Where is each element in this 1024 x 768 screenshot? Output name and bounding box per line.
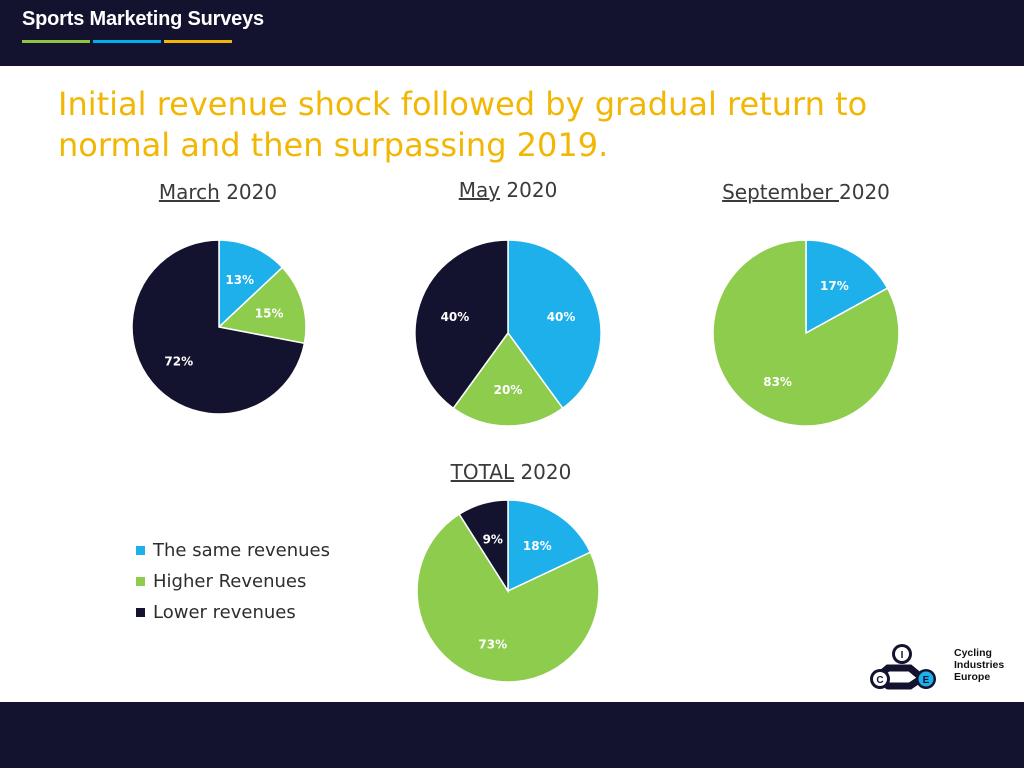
pie-title-september: September 2020 xyxy=(686,180,926,204)
cie-logo-line-1: Cycling xyxy=(954,647,992,659)
pie-chart-may-slice-lower-revenues xyxy=(414,239,509,410)
pie-chart-total-label-higher-revenues: 73% xyxy=(478,637,507,651)
pie-chart-may-label-higher-revenues: 20% xyxy=(494,383,523,397)
brand-stripe-yellow xyxy=(164,40,232,43)
pie-chart-march: 13% 15% 72% xyxy=(131,239,307,415)
pie-chart-september-slice-the-same-revenues xyxy=(805,239,889,335)
pie-title-march: March 2020 xyxy=(98,180,338,204)
pie-title-may-year: 2020 xyxy=(500,178,558,202)
chart-legend: The same revenues Higher Revenues Lower … xyxy=(136,535,330,628)
legend-label-lower: Lower revenues xyxy=(153,602,296,623)
legend-swatch-same xyxy=(136,546,145,555)
pie-title-may-month: May xyxy=(458,178,501,202)
pie-chart-september-label-the-same-revenues: 17% xyxy=(820,279,849,293)
legend-label-higher: Higher Revenues xyxy=(153,571,307,592)
pie-chart-september: 17% 83% xyxy=(712,239,900,427)
cie-logo-line-2: Industries xyxy=(954,659,1005,671)
pie-title-march-year: 2020 xyxy=(219,180,278,204)
cie-logo-text: Cycling Industries Europe xyxy=(954,647,1004,683)
pie-chart-september-slice-higher-revenues xyxy=(712,239,900,427)
pie-title-may: May 2020 xyxy=(388,178,628,202)
headline-line-1: Initial revenue shock followed by gradua… xyxy=(58,85,868,123)
pie-chart-march-slice-higher-revenues xyxy=(217,266,307,345)
pie-title-total: TOTAL 2020 xyxy=(391,460,631,484)
legend-label-same: The same revenues xyxy=(153,540,331,561)
pie-chart-may-slice-higher-revenues xyxy=(452,331,564,427)
slide-headline: Initial revenue shock followed by gradua… xyxy=(58,84,958,166)
pie-chart-may: 40% 20% 40% xyxy=(414,239,602,427)
header-bar: Sports Marketing Surveys xyxy=(0,0,1024,66)
pie-chart-total-label-lower-revenues: 9% xyxy=(483,533,503,547)
brand-stripe-green xyxy=(22,40,90,43)
pie-chart-march-slice-lower-revenues xyxy=(131,239,306,415)
headline-line-2: normal and then surpassing 2019. xyxy=(58,126,609,164)
pie-chart-march-label-higher-revenues: 15% xyxy=(255,306,284,320)
pie-chart-september-label-higher-revenues: 83% xyxy=(763,375,792,389)
brand-stripe-blue xyxy=(93,40,161,43)
pie-chart-total-slice-lower-revenues xyxy=(458,499,509,594)
footer-bar xyxy=(0,702,1024,768)
pie-title-total-year: 2020 xyxy=(514,460,572,484)
pie-chart-may-slice-the-same-revenues xyxy=(507,239,602,410)
pie-title-september-month: September xyxy=(722,180,839,204)
cie-letter-e: E xyxy=(923,675,930,686)
legend-swatch-higher xyxy=(136,577,145,586)
pie-chart-may-label-the-same-revenues: 40% xyxy=(547,310,576,324)
pie-chart-total: 18% 73% 9% xyxy=(416,499,600,683)
legend-item-same: The same revenues xyxy=(136,535,330,566)
pie-chart-march-label-the-same-revenues: 13% xyxy=(225,273,254,287)
pie-title-total-label: TOTAL xyxy=(450,460,515,484)
legend-swatch-lower xyxy=(136,608,145,617)
brand-stripes xyxy=(22,40,232,43)
pie-chart-total-label-the-same-revenues: 18% xyxy=(523,539,552,553)
pie-title-september-year: 2020 xyxy=(839,180,890,204)
pie-title-march-month: March xyxy=(158,180,220,204)
legend-item-lower: Lower revenues xyxy=(136,597,330,628)
brand-logo-text: Sports Marketing Surveys xyxy=(22,8,264,30)
pie-chart-total-slice-the-same-revenues xyxy=(507,499,592,593)
pie-chart-march-label-lower-revenues: 72% xyxy=(164,354,193,368)
pie-chart-may-label-lower-revenues: 40% xyxy=(441,310,470,324)
pie-chart-march-slice-the-same-revenues xyxy=(218,239,284,329)
cie-logo-line-3: Europe xyxy=(954,671,991,683)
cie-logo-icon: C I E xyxy=(870,644,936,690)
legend-item-higher: Higher Revenues xyxy=(136,566,330,597)
pie-chart-total-slice-higher-revenues xyxy=(416,513,600,683)
cie-letter-c: C xyxy=(876,675,883,686)
cie-letter-i: I xyxy=(901,650,904,661)
